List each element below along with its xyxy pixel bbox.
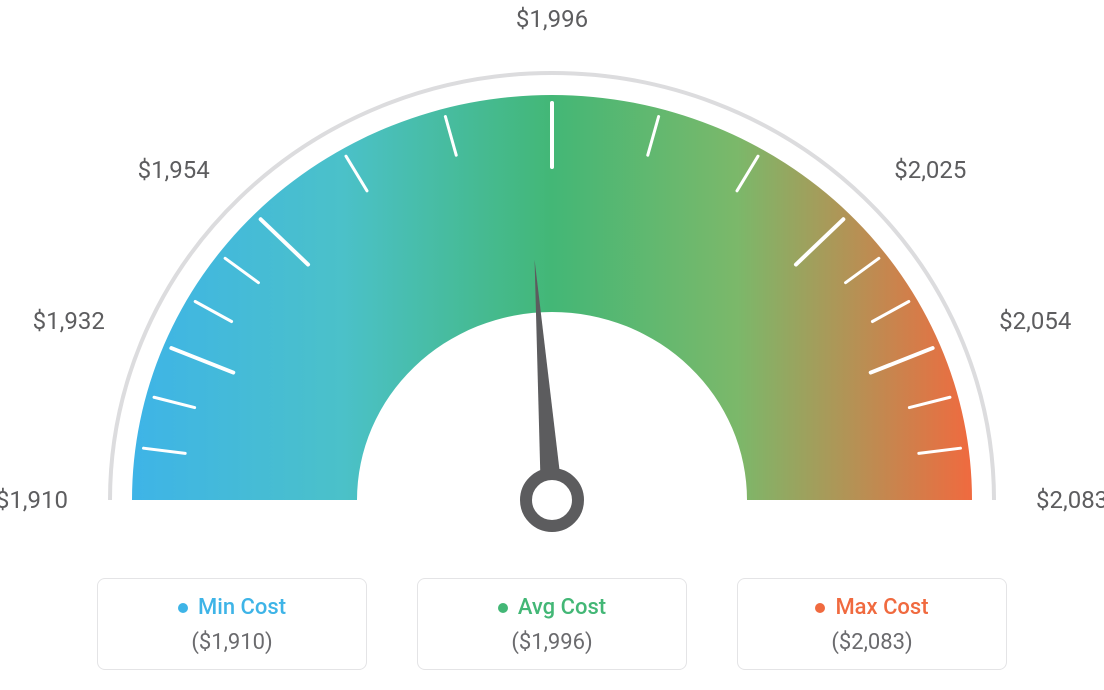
legend-label: Max Cost (835, 595, 928, 620)
dot-icon (178, 603, 188, 613)
gauge-tick-label: $2,025 (894, 156, 966, 184)
legend-title-avg: Avg Cost (498, 595, 606, 620)
legend-value: ($1,996) (418, 630, 686, 655)
dot-icon (815, 603, 825, 613)
legend-card-avg: Avg Cost ($1,996) (417, 578, 687, 670)
gauge-tick-label: $2,083 (1036, 486, 1104, 514)
gauge-tick-label: $1,932 (33, 307, 105, 335)
gauge-tick-label: $1,910 (0, 486, 68, 514)
legend-card-max: Max Cost ($2,083) (737, 578, 1007, 670)
legend-card-min: Min Cost ($1,910) (97, 578, 367, 670)
legend-title-max: Max Cost (815, 595, 928, 620)
gauge-tick-label: $1,996 (516, 5, 588, 33)
gauge-tick-label: $1,954 (138, 156, 210, 184)
gauge-chart: $1,910$1,932$1,954$1,996$2,025$2,054$2,0… (72, 30, 1032, 550)
legend-value: ($2,083) (738, 630, 1006, 655)
dot-icon (498, 603, 508, 613)
legend-row: Min Cost ($1,910) Avg Cost ($1,996) Max … (97, 578, 1007, 670)
gauge-svg (72, 30, 1032, 550)
legend-label: Min Cost (198, 595, 286, 620)
legend-title-min: Min Cost (178, 595, 286, 620)
legend-value: ($1,910) (98, 630, 366, 655)
legend-label: Avg Cost (518, 595, 606, 620)
gauge-tick-label: $2,054 (999, 307, 1071, 335)
